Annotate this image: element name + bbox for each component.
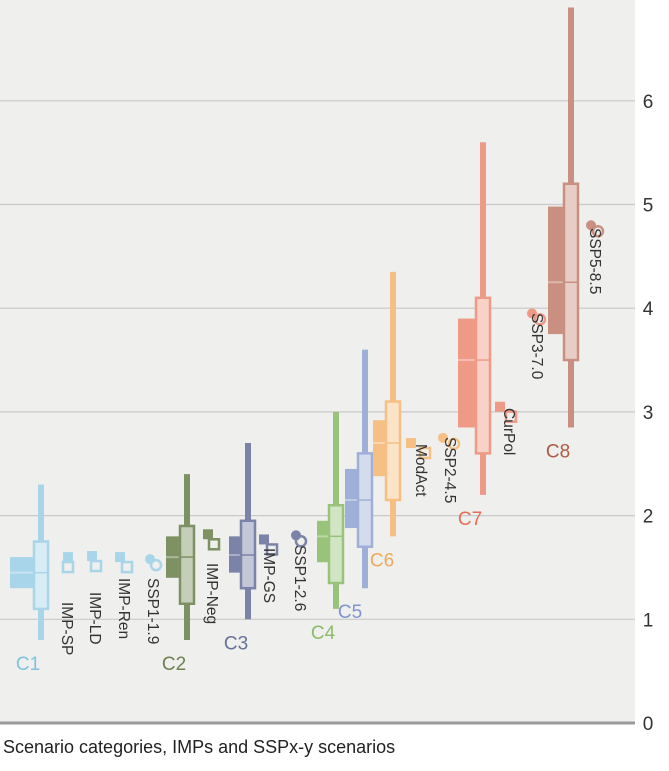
scenario-label: SSP5-8.5 bbox=[586, 228, 603, 294]
scenario-label: IMP-GS bbox=[260, 548, 277, 603]
y-tick-label: 3 bbox=[643, 403, 654, 424]
scenario-marker-outline bbox=[591, 224, 605, 238]
box-outline-C2 bbox=[178, 524, 196, 605]
category-label-C8: C8 bbox=[546, 441, 570, 462]
y-tick-label: 6 bbox=[643, 92, 654, 113]
scenario-label: IMP-Neg bbox=[203, 563, 220, 624]
box-outline-C8 bbox=[562, 182, 580, 362]
category-label-C4: C4 bbox=[311, 623, 336, 644]
box-outline-C6 bbox=[384, 400, 402, 502]
scenario-label: ModAct bbox=[412, 444, 429, 497]
category-label-C7: C7 bbox=[458, 509, 482, 530]
x-axis-label: Scenario categories, IMPs and SSPx-y sce… bbox=[3, 737, 396, 757]
box-outline-C1 bbox=[32, 540, 50, 611]
category-label-C3: C3 bbox=[224, 633, 248, 654]
y-tick-label: 5 bbox=[643, 196, 654, 217]
scenario-marker-outline bbox=[120, 560, 134, 574]
scenario-label: SSP1-1.9 bbox=[144, 578, 161, 644]
scenario-label: IMP-SP bbox=[58, 602, 75, 655]
scenario-marker-outline bbox=[265, 543, 279, 556]
scenario-marker-filled bbox=[115, 552, 125, 563]
scenario-label: SSP2-4.5 bbox=[441, 437, 458, 503]
scenario-label: IMP-LD bbox=[86, 592, 103, 645]
scenario-marker-filled bbox=[495, 401, 505, 412]
category-label-C2: C2 bbox=[162, 654, 186, 675]
scenario-label: IMP-Ren bbox=[115, 578, 132, 639]
scenario-marker-outline bbox=[207, 538, 221, 551]
scenario-marker-filled bbox=[87, 551, 97, 562]
scenario-marker-filled bbox=[145, 554, 155, 565]
scenario-marker-filled bbox=[203, 529, 213, 540]
y-tick-label: 0 bbox=[643, 714, 654, 735]
scenario-marker-filled bbox=[63, 552, 73, 563]
scenario-label: SSP3-7.0 bbox=[528, 313, 545, 380]
box-outline-C4 bbox=[327, 503, 345, 585]
scenario-marker-outline bbox=[504, 410, 518, 423]
y-tick-label: 2 bbox=[643, 507, 654, 528]
scenario-marker-outline bbox=[418, 446, 432, 460]
category-label-C5: C5 bbox=[338, 602, 362, 623]
scenario-marker-outline bbox=[149, 558, 163, 572]
scenario-marker-filled bbox=[527, 308, 537, 319]
scenario-marker-filled bbox=[406, 438, 416, 449]
scenario-label: CurPol bbox=[500, 408, 517, 455]
scenario-marker-outline bbox=[89, 559, 103, 573]
y-tick-label: 4 bbox=[643, 299, 654, 320]
plot-background bbox=[0, 0, 635, 723]
category-label-C1: C1 bbox=[16, 654, 40, 675]
scenario-marker-outline bbox=[447, 437, 461, 451]
scenario-marker-outline bbox=[61, 560, 75, 574]
scenario-marker-filled bbox=[438, 432, 448, 443]
box-outline-C7 bbox=[474, 296, 492, 455]
scenario-label: SSP1-2.6 bbox=[291, 545, 308, 611]
y-tick-label: 1 bbox=[643, 610, 654, 631]
scenario-marker-outline bbox=[533, 313, 547, 326]
category-label-C6: C6 bbox=[370, 550, 394, 571]
scenario-marker-outline bbox=[294, 535, 308, 548]
scenario-marker-filled bbox=[259, 534, 269, 545]
